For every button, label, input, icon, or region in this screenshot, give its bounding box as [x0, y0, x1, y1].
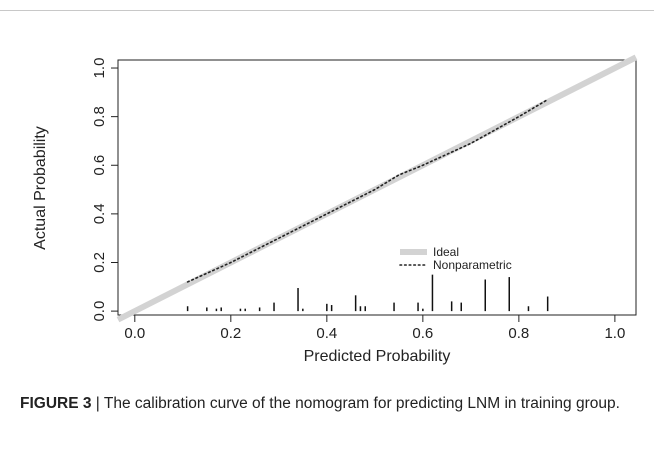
x-tick-label: 0.6	[412, 325, 433, 342]
y-tick-label: 0.6	[91, 155, 108, 176]
chart: Predicted Probability Actual Probability…	[0, 10, 654, 365]
legend-label: Ideal	[433, 245, 459, 259]
legend-label: Nonparametric	[433, 258, 512, 272]
x-tick-label: 0.0	[124, 325, 145, 342]
plot-frame	[117, 59, 637, 316]
caption-text: The calibration curve of the nomogram fo…	[103, 395, 620, 412]
nonparametric-line	[186, 98, 549, 283]
y-tick-label: 0.0	[91, 301, 108, 322]
caption-separator: |	[95, 395, 100, 412]
y-tick-label: 0.2	[91, 252, 108, 273]
caption: FIGURE 3 | The calibration curve of the …	[20, 392, 640, 416]
y-tick-label: 1.0	[91, 58, 108, 79]
y-tick-label: 0.8	[91, 106, 108, 127]
x-tick-label: 0.2	[220, 325, 241, 342]
x-axis-label: Predicted Probability	[304, 348, 451, 365]
caption-label: FIGURE 3	[20, 395, 92, 412]
y-axis-label: Actual Probability	[32, 126, 49, 250]
x-tick-label: 0.4	[316, 325, 337, 342]
x-tick-label: 0.8	[508, 325, 529, 342]
x-tick-label: 1.0	[604, 325, 625, 342]
y-tick-label: 0.4	[91, 203, 108, 224]
